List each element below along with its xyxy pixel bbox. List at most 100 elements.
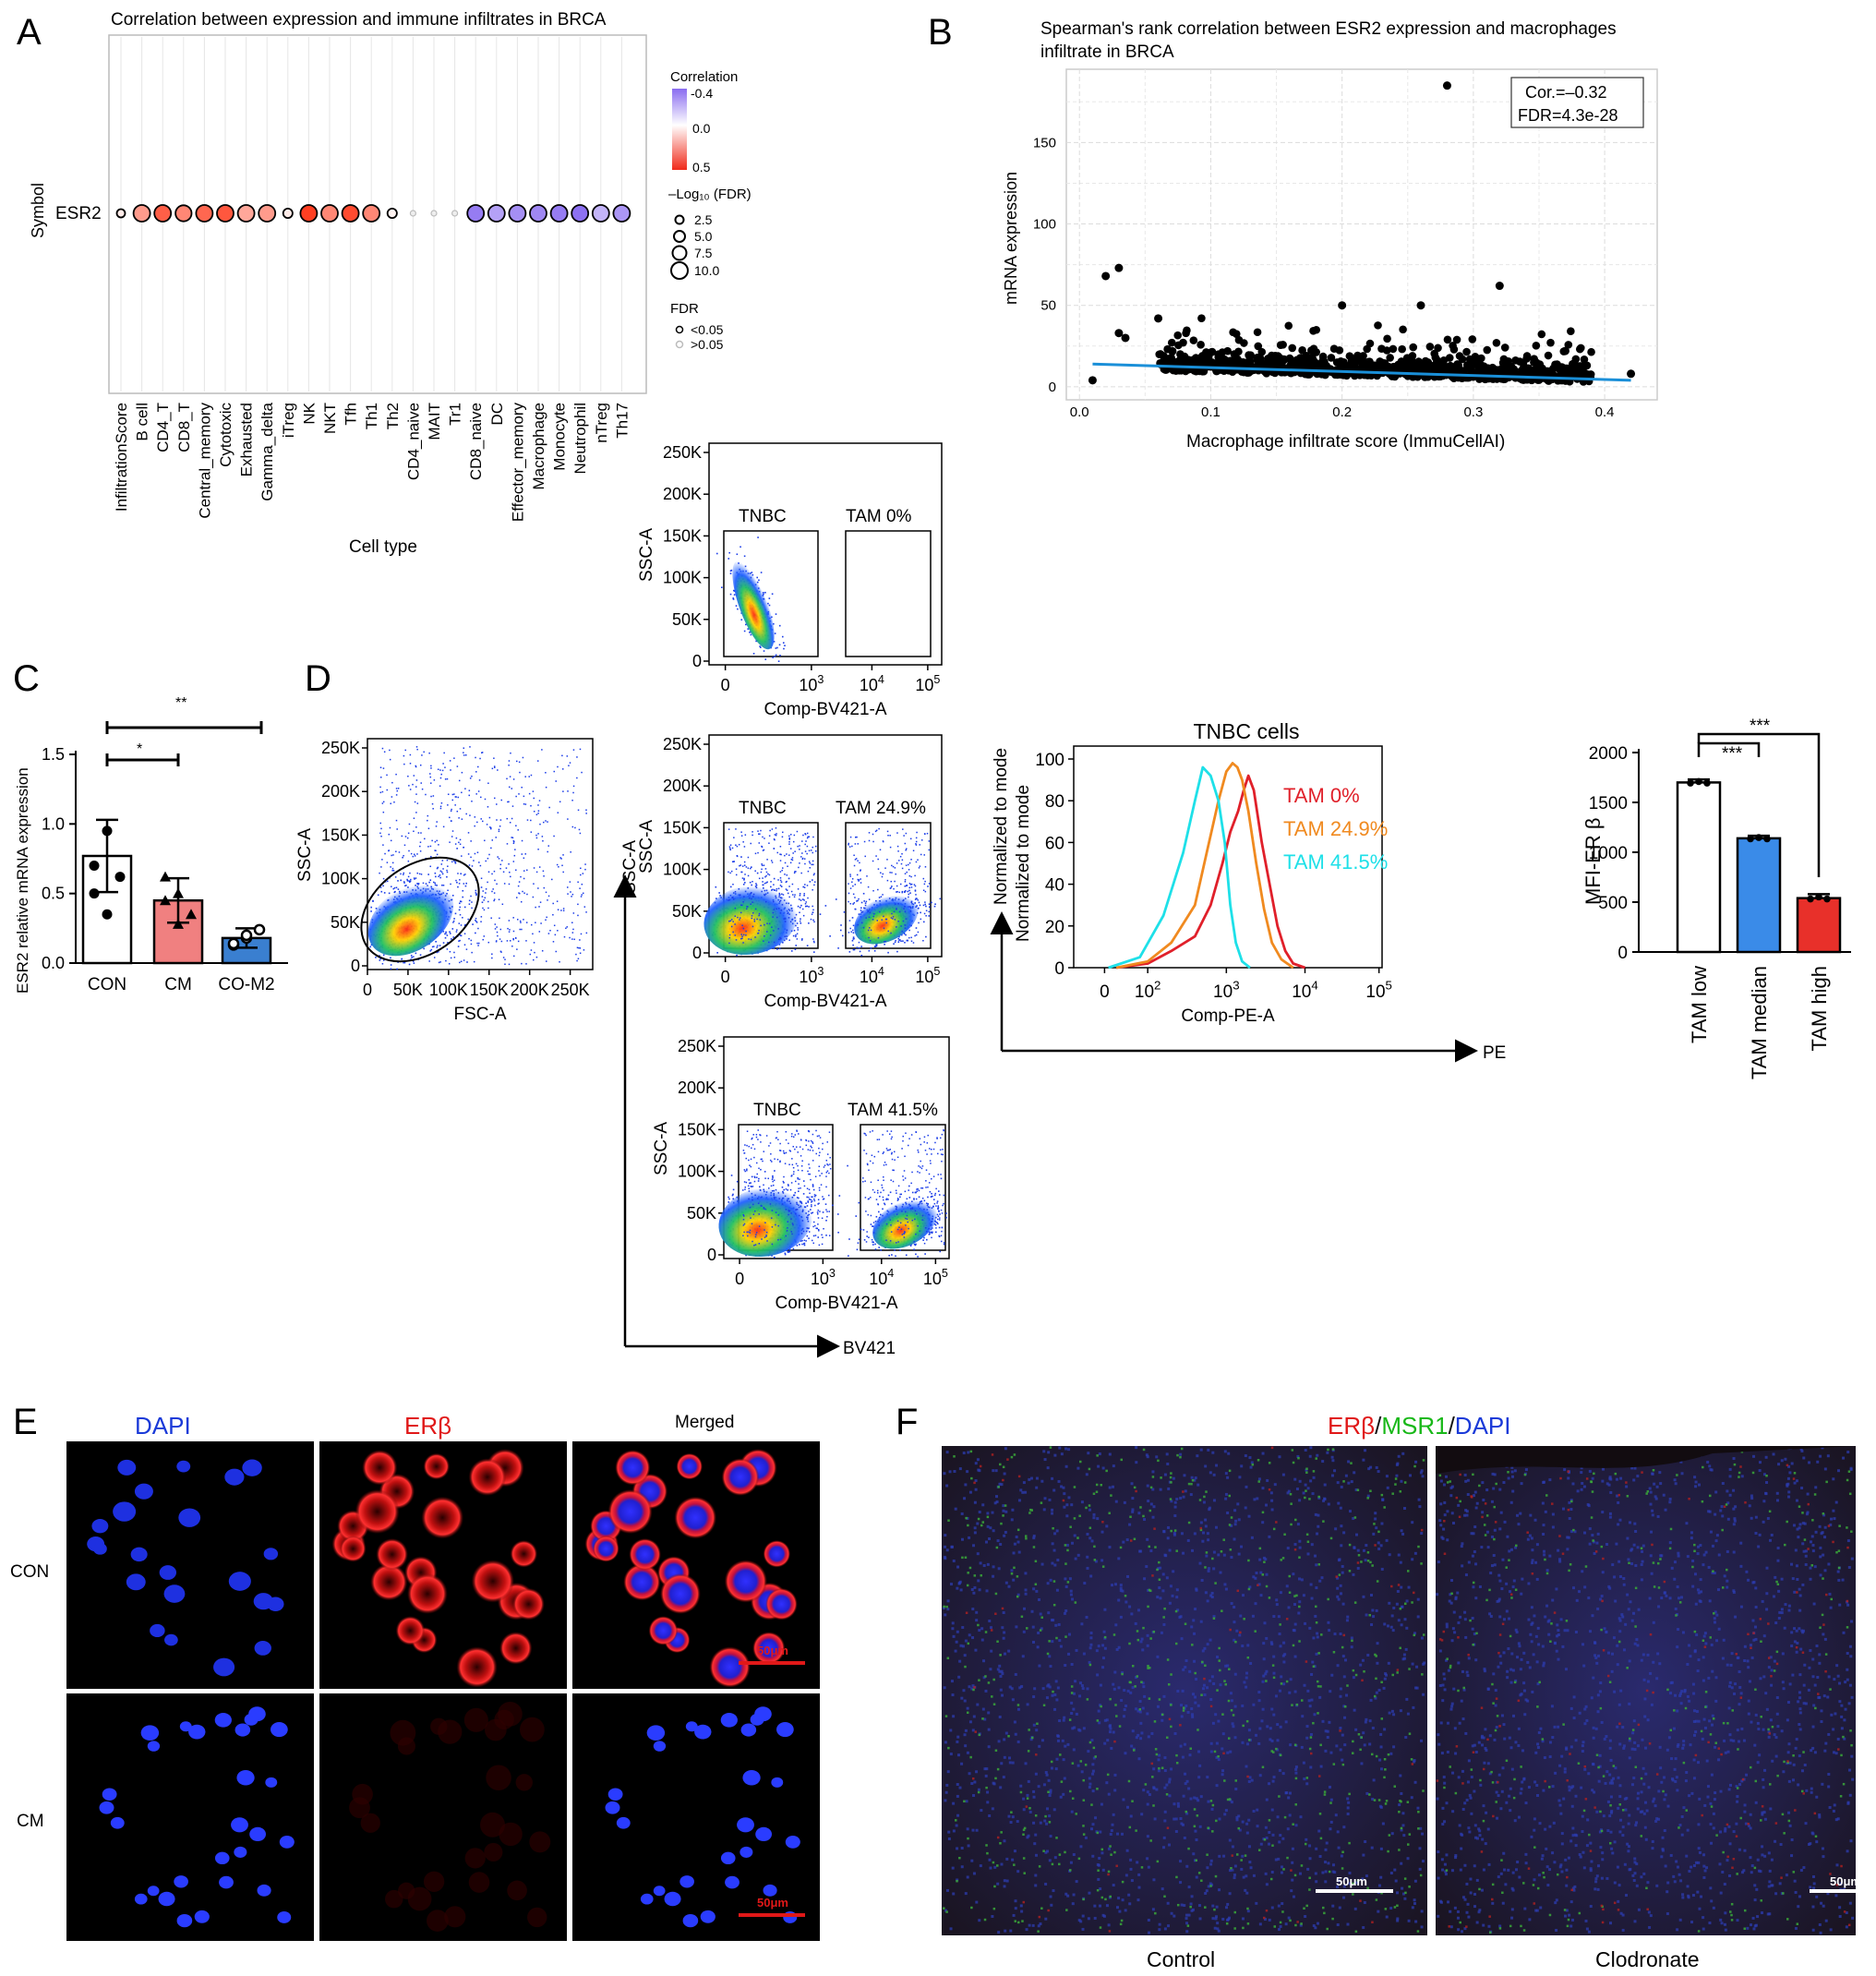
panel-b-point <box>1458 355 1467 364</box>
flow-event <box>416 748 418 751</box>
flow-event <box>807 1170 809 1173</box>
flow-event <box>777 938 780 941</box>
flow-event <box>812 851 814 854</box>
flow-event <box>751 1147 752 1150</box>
panel-b-point <box>1483 345 1492 355</box>
flow-event <box>552 902 554 905</box>
flow-event <box>403 854 404 857</box>
flow-event <box>814 1235 817 1236</box>
flow-event <box>853 864 856 867</box>
flow-event <box>390 968 392 970</box>
flow-event <box>414 878 415 880</box>
flow-event <box>736 954 738 957</box>
flow-event <box>851 878 854 880</box>
flow-event <box>899 883 902 886</box>
flow-event <box>579 952 582 955</box>
flow-plot-ytick-label: 200K <box>663 485 702 503</box>
flow-event <box>790 890 793 893</box>
flow-event <box>752 1203 754 1206</box>
flow-event <box>438 844 439 846</box>
flow-event <box>419 845 421 848</box>
flow-event <box>553 770 556 773</box>
flow-event <box>523 919 524 921</box>
legend-fdr-nonsig-dot <box>675 340 684 349</box>
flow-event <box>777 1192 779 1194</box>
flow-event <box>800 1155 802 1157</box>
flow-event <box>814 1224 816 1227</box>
flow-event <box>525 940 527 942</box>
flow-event <box>764 837 765 839</box>
flow-event <box>774 656 776 657</box>
flow-event <box>788 1250 791 1253</box>
flow-event <box>886 859 888 861</box>
flow-event <box>390 839 392 842</box>
panel-b-ytick-label: 150 <box>1033 135 1056 151</box>
flow-event <box>763 1184 764 1187</box>
flow-event <box>734 923 736 925</box>
flow-event <box>891 872 893 874</box>
flow-event <box>800 1233 803 1235</box>
flow-event <box>388 892 391 895</box>
flow-event <box>413 817 415 819</box>
flow-event <box>755 883 757 885</box>
flow-event <box>857 1242 860 1244</box>
panel-b-point <box>1288 343 1297 353</box>
flow-event <box>583 949 585 951</box>
flow-event <box>869 940 872 942</box>
flow-event <box>928 915 930 917</box>
flow-event <box>477 790 480 792</box>
flow-event <box>803 1239 806 1242</box>
flow-event <box>788 1211 790 1212</box>
flow-event <box>923 883 926 886</box>
flow-event <box>775 1223 776 1226</box>
flow-event <box>460 934 463 937</box>
flow-event <box>519 928 521 931</box>
flow-event <box>413 877 415 879</box>
flow-event <box>524 853 526 855</box>
flow-event <box>513 840 515 843</box>
flow-event <box>788 1142 789 1145</box>
flow-event <box>860 910 862 911</box>
flow-event <box>766 859 768 861</box>
flow-event <box>884 918 887 921</box>
panel-a-xtick-label: NK <box>300 402 318 424</box>
flow-event <box>408 849 410 852</box>
flow-event <box>928 883 931 885</box>
flow-plot-ytick-label: 100K <box>663 861 702 879</box>
flow-event <box>716 898 717 899</box>
panel-a-xtick-label: CD4_naive <box>404 403 422 480</box>
flow-event <box>729 849 731 851</box>
flow-event <box>901 852 903 855</box>
flow-event <box>858 941 860 944</box>
panel-a-title: Correlation between expression and immun… <box>111 10 607 30</box>
flow-event <box>754 1210 756 1212</box>
panel-b-xtick-label: 0.0 <box>1070 404 1089 420</box>
flow-plot-xtick-label: 100K <box>429 981 468 999</box>
flow-event <box>762 849 764 851</box>
flow-event <box>478 779 481 781</box>
flow-gate-label-tam: TAM 41.5% <box>848 1101 938 1120</box>
panel-c-ytick-label: 1.5 <box>42 745 65 764</box>
panel-c-point <box>102 825 113 837</box>
flow-event <box>793 1194 796 1197</box>
flow-event <box>535 922 536 923</box>
flow-event <box>751 917 753 920</box>
flow-event <box>774 633 776 634</box>
flow-event <box>742 1235 744 1236</box>
flow-event <box>435 940 437 943</box>
flow-event <box>813 1198 815 1200</box>
flow-event <box>763 1207 765 1209</box>
flow-event <box>867 910 869 912</box>
flow-event <box>874 946 877 947</box>
flow-event <box>730 870 733 873</box>
panel-b-point <box>1468 335 1477 343</box>
flow-event <box>720 586 723 588</box>
flow-event <box>764 868 767 870</box>
flow-event <box>538 906 540 908</box>
flow-event <box>807 897 809 899</box>
flow-event <box>585 809 587 811</box>
flow-event <box>786 889 788 891</box>
flow-event <box>401 958 403 960</box>
flow-event <box>792 840 795 843</box>
flow-event <box>828 1131 831 1133</box>
